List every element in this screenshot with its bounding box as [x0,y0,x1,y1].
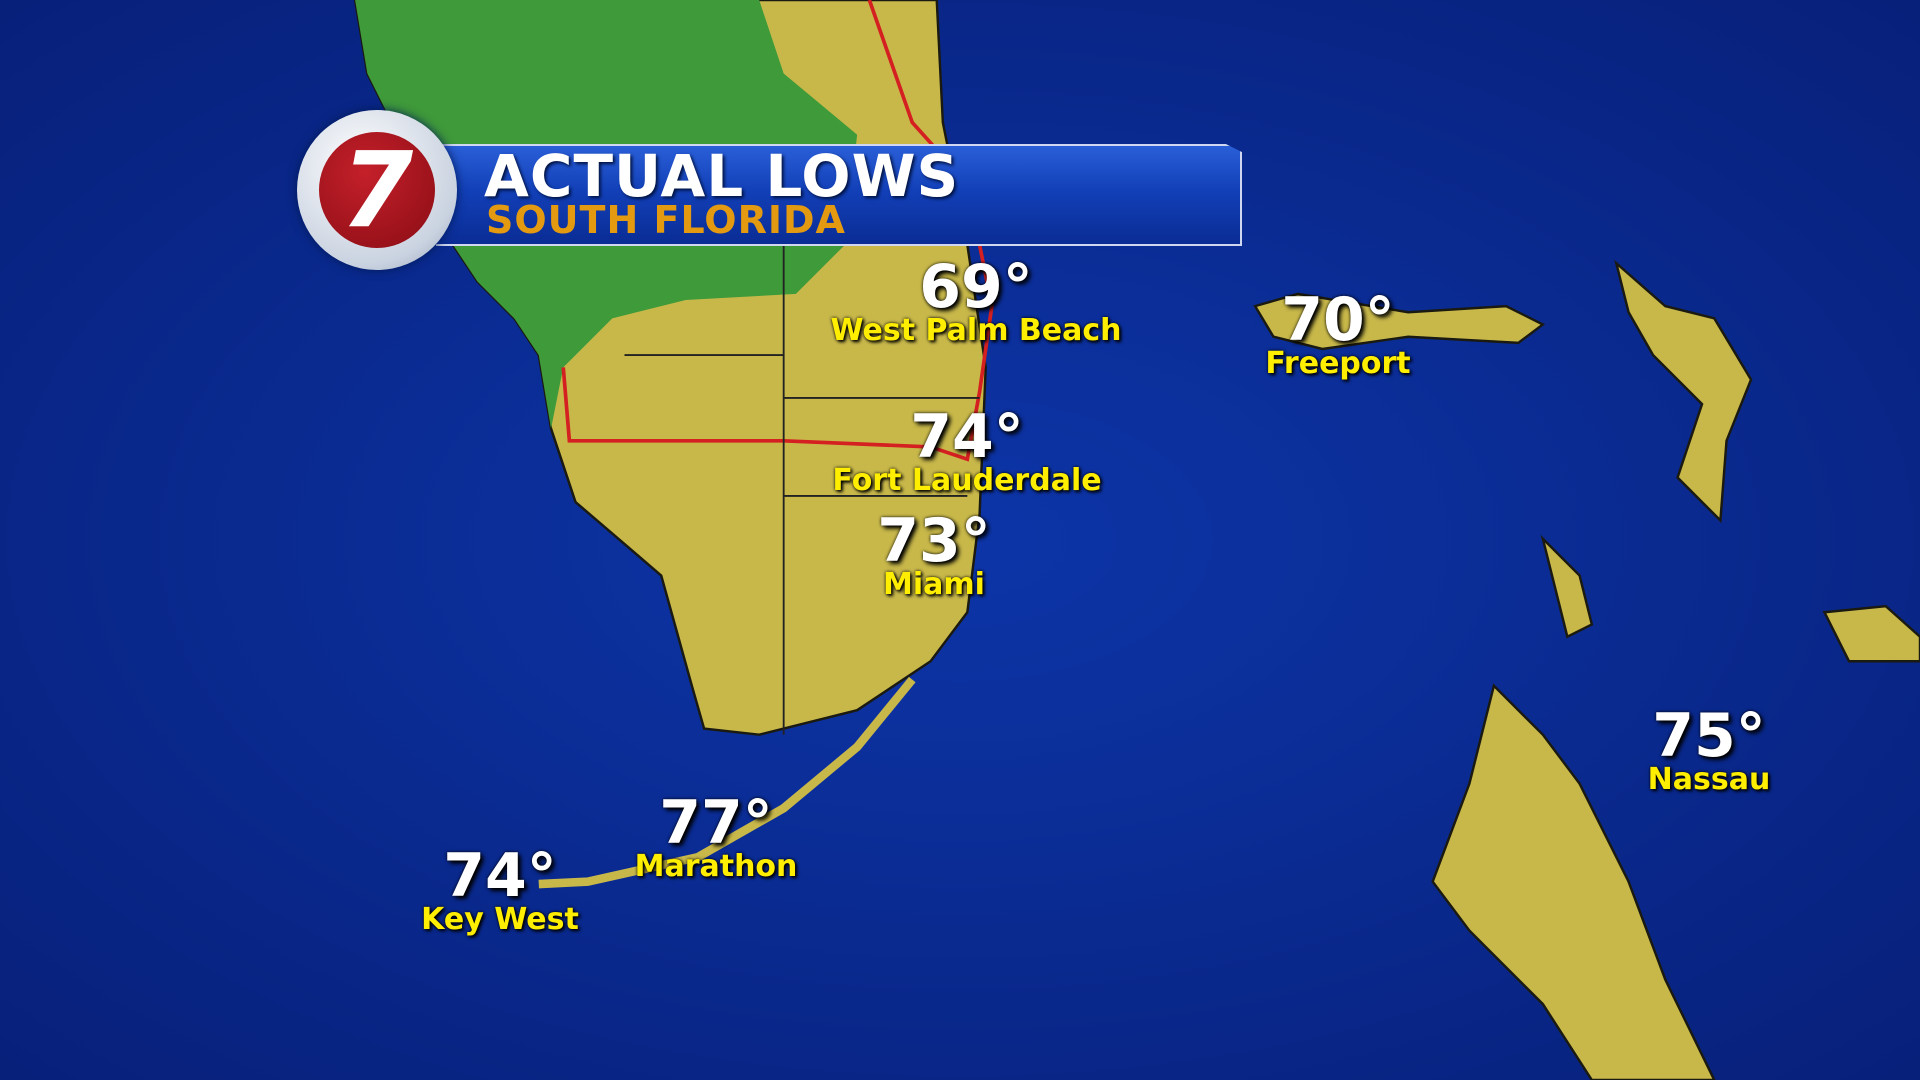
page-title: ACTUAL LOWS [484,142,960,210]
temperature: 77° [659,788,773,858]
location-fort-lauderdale: 74° Fort Lauderdale [832,402,1102,498]
city-label: Miami [883,567,985,602]
city-label: West Palm Beach [830,313,1122,348]
title-banner [436,144,1242,246]
page-subtitle: SOUTH FLORIDA [486,198,846,242]
location-marathon: 77° Marathon [634,788,798,884]
location-key-west: 74° Key West [421,841,579,937]
temperature: 70° [1281,285,1395,355]
location-west-palm-beach: 69° West Palm Beach [830,252,1122,348]
county-borders [624,244,980,735]
city-label: Freeport [1265,346,1411,381]
city-label: Fort Lauderdale [832,463,1102,498]
location-freeport: 70° Freeport [1265,285,1411,381]
temperature: 75° [1652,701,1766,771]
bahamas-land [1253,259,1920,1080]
temperature: 73° [877,506,991,576]
location-miami: 73° Miami [877,506,991,602]
florida-keys [538,676,916,889]
location-nassau: 75° Nassau [1647,701,1771,797]
city-label: Nassau [1647,762,1771,797]
city-label: Marathon [634,849,798,884]
city-label: Key West [421,902,579,937]
temperature: 69° [919,252,1033,322]
temperature: 74° [443,841,557,911]
station-logo: 7 [297,110,457,270]
logo-seven: 7 [319,132,435,248]
temperature: 74° [910,402,1024,472]
